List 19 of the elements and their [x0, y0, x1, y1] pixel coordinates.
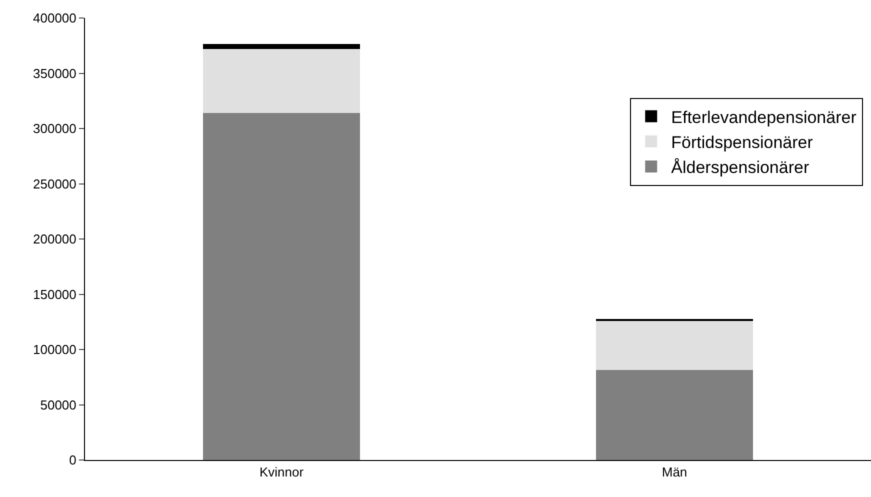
bar — [202, 48, 360, 114]
legend-label: Efterlevandepensionärer — [671, 108, 857, 127]
bar — [202, 113, 360, 460]
y-tick-label: 50000 — [40, 397, 76, 412]
bar — [596, 370, 754, 460]
y-tick-label: 150000 — [33, 286, 76, 302]
bar — [202, 44, 360, 49]
x-tick-label: Kvinnor — [259, 464, 304, 480]
x-tick-label: Män — [662, 464, 688, 480]
y-tick-label: 0 — [69, 452, 76, 468]
bar — [596, 320, 754, 370]
y-tick-label: 350000 — [33, 66, 76, 81]
legend-label: Förtidspensionärer — [671, 133, 814, 152]
y-tick-label: 400000 — [33, 10, 76, 26]
y-tick-label: 200000 — [33, 232, 76, 247]
legend-label: Ålderspensionärer — [671, 158, 810, 178]
y-tick-label: 250000 — [33, 176, 76, 192]
y-tick-label: 100000 — [33, 342, 76, 358]
y-tick-label: 300000 — [33, 121, 76, 136]
